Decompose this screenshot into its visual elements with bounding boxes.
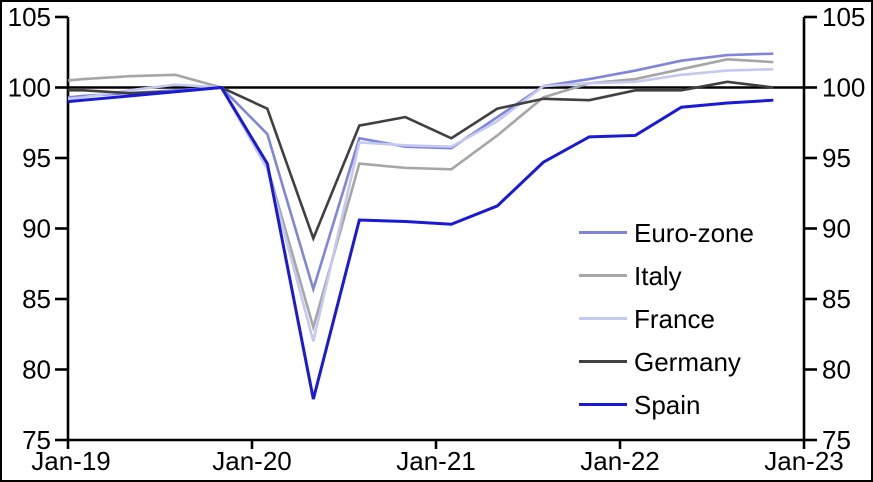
germany-line-sample-icon bbox=[579, 360, 627, 363]
y-axis-tick-label-left: 80 bbox=[22, 355, 51, 385]
legend-item-euro-zone: Euro-zone bbox=[579, 211, 754, 254]
series-line-italy bbox=[67, 57, 774, 332]
y-axis-tick-label-right: 90 bbox=[822, 214, 851, 244]
y-axis-tick-label-left: 75 bbox=[22, 425, 51, 455]
x-axis-tick-label: Jan-22 bbox=[580, 446, 660, 476]
y-axis-tick-label-left: 85 bbox=[22, 284, 51, 314]
y-axis-tick-label-right: 95 bbox=[822, 143, 851, 173]
y-axis-tick-label-left: 100 bbox=[8, 73, 51, 103]
chart-legend: Euro-zone Italy France Germany Spain bbox=[579, 211, 754, 426]
y-axis-tick-label-right: 80 bbox=[822, 355, 851, 385]
legend-label-germany: Germany bbox=[634, 346, 741, 377]
legend-label-spain: Spain bbox=[634, 389, 701, 420]
legend-label-france: France bbox=[634, 303, 715, 334]
legend-item-france: France bbox=[579, 297, 754, 340]
legend-item-spain: Spain bbox=[579, 383, 754, 426]
legend-label-italy: Italy bbox=[634, 260, 682, 291]
x-axis-tick-label: Jan-23 bbox=[764, 446, 844, 476]
y-axis-tick-label-right: 85 bbox=[822, 284, 851, 314]
legend-item-italy: Italy bbox=[579, 254, 754, 297]
y-axis-tick-label-right: 75 bbox=[822, 425, 851, 455]
euro-zone-line-sample-icon bbox=[579, 231, 627, 234]
legend-item-germany: Germany bbox=[579, 340, 754, 383]
series-line-france bbox=[67, 67, 774, 342]
legend-label-euro-zone: Euro-zone bbox=[634, 217, 754, 248]
x-axis-tick-label: Jan-21 bbox=[396, 446, 476, 476]
series-line-spain bbox=[67, 85, 774, 400]
spain-line-sample-icon bbox=[579, 403, 627, 406]
y-axis-tick-label-left: 105 bbox=[8, 2, 51, 32]
x-axis-tick-label: Jan-20 bbox=[212, 446, 292, 476]
y-axis-tick-label-left: 90 bbox=[22, 214, 51, 244]
y-axis-tick-label-right: 105 bbox=[822, 2, 865, 32]
y-axis-tick-label-right: 100 bbox=[822, 73, 865, 103]
x-axis-tick-label: Jan-19 bbox=[31, 446, 111, 476]
italy-line-sample-icon bbox=[579, 274, 627, 277]
france-line-sample-icon bbox=[579, 317, 627, 320]
y-axis-tick-label-left: 95 bbox=[22, 143, 51, 173]
